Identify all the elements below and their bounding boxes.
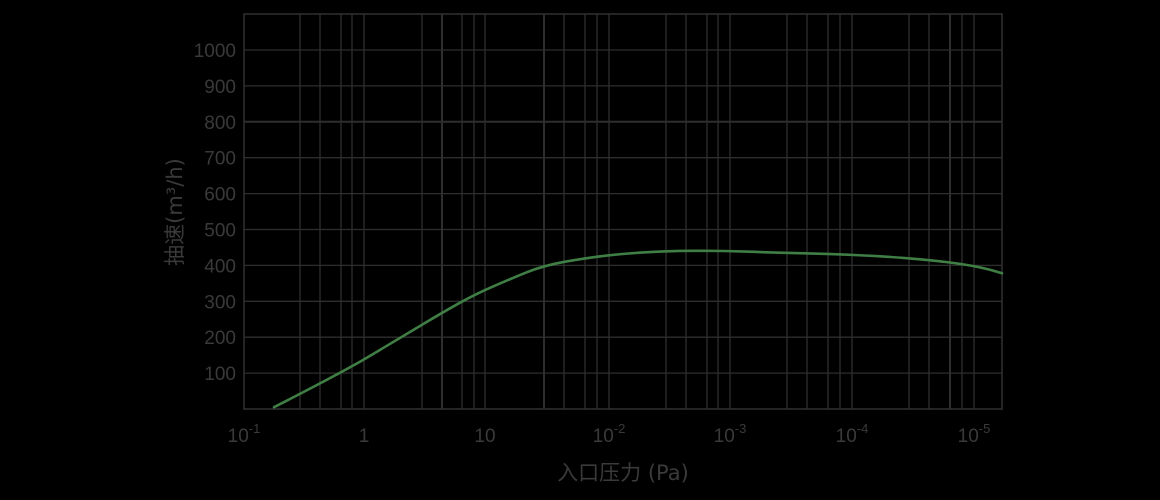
x-axis-title: 入口压力 (Pa) [557, 461, 689, 485]
y-tick-label: 300 [204, 292, 236, 313]
y-tick-label: 900 [204, 77, 236, 98]
plot-frame [243, 13, 1003, 410]
data-line [272, 249, 1004, 409]
y-tick-label: 500 [204, 221, 236, 242]
grid [243, 13, 1003, 410]
y-tick-label: 400 [204, 256, 236, 277]
x-tick-label: 10-5 [958, 421, 991, 447]
y-axis-title: 抽速(m³/h) [163, 158, 187, 266]
x-axis-ticks: 10-1 1 10 10-2 10-3 10-4 10-5 [228, 421, 991, 447]
x-tick-label: 10-3 [714, 421, 747, 447]
y-tick-label: 700 [204, 149, 236, 170]
y-axis-ticks: 100 200 300 400 500 600 700 800 900 1000 [194, 41, 236, 385]
y-tick-label: 600 [204, 185, 236, 206]
y-tick-label: 1000 [194, 41, 236, 62]
y-tick-label: 200 [204, 328, 236, 349]
x-tick-label: 10-2 [593, 421, 626, 447]
y-tick-label: 100 [204, 364, 236, 385]
y-tick-label: 800 [204, 113, 236, 134]
x-tick-label: 10-1 [228, 421, 261, 447]
x-tick-label: 1 [359, 426, 370, 447]
x-tick-label: 10 [474, 426, 495, 447]
x-tick-label: 10-4 [836, 421, 869, 447]
